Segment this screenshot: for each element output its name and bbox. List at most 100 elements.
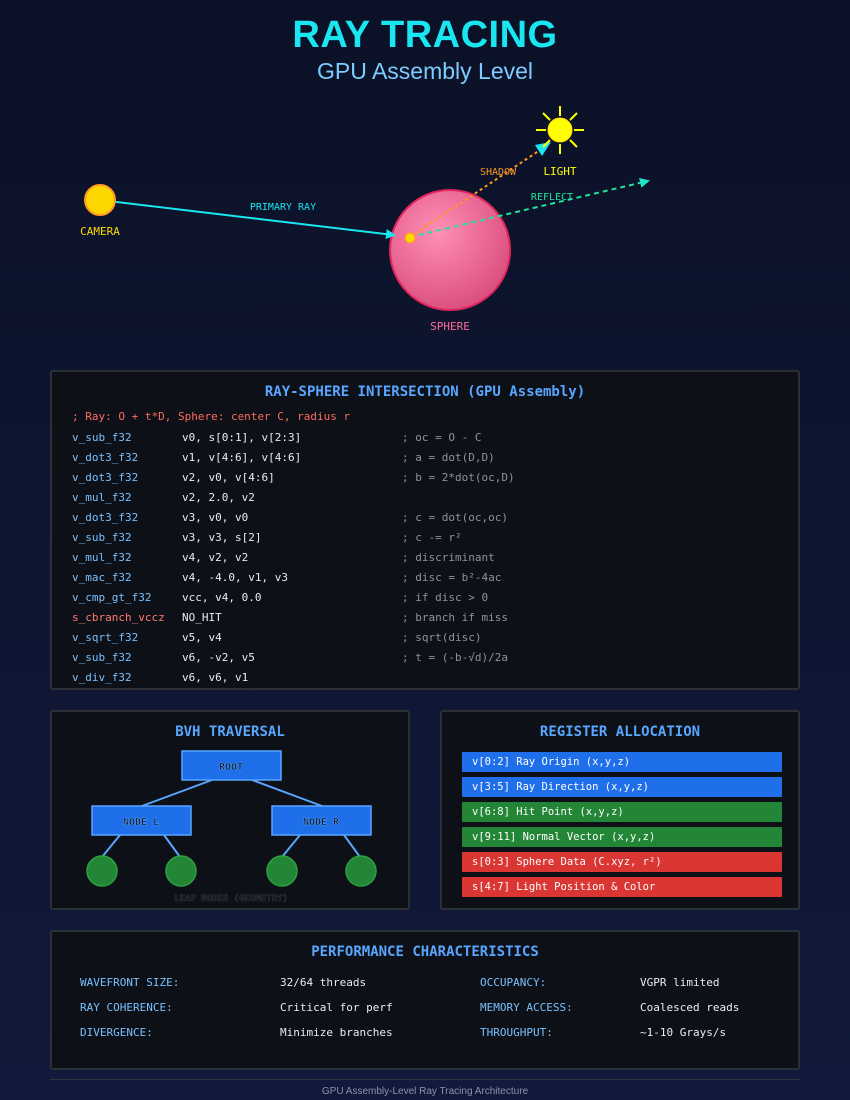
code-comment: ; oc = O - C: [402, 428, 481, 448]
intersection-title: RAY-SPHERE INTERSECTION (GPU Assembly): [52, 384, 798, 400]
register-entry: s[4:7] Light Position & Color: [462, 877, 782, 897]
code-operands: v3, v3, s[2]: [182, 528, 261, 548]
register-entry: v[3:5] Ray Direction (x,y,z): [462, 777, 782, 797]
code-opcode: v_dot3_f32: [72, 508, 138, 528]
code-line: v_dot3_f32 v3, v0, v0 ; c = dot(oc,oc): [72, 508, 812, 528]
perf-label: MEMORY ACCESS:: [480, 1001, 573, 1014]
perf-value: Minimize branches: [280, 1026, 393, 1039]
code-comment: ; discriminant: [402, 548, 495, 568]
sphere-shape: [390, 190, 510, 310]
code-comment: ; sqrt(disc): [402, 628, 481, 648]
bvh-leaf-node: [166, 856, 196, 886]
code-operands: NO_HIT: [182, 608, 222, 628]
camera-icon: [85, 185, 115, 215]
register-title: REGISTER ALLOCATION: [442, 724, 798, 740]
code-operands: v5, v4: [182, 628, 222, 648]
code-comment: ; b = 2*dot(oc,D): [402, 468, 515, 488]
code-operands: v3, v0, v0: [182, 508, 248, 528]
code-opcode: v_sqrt_f32: [72, 628, 138, 648]
performance-panel: PERFORMANCE CHARACTERISTICS WAVEFRONT SI…: [50, 930, 800, 1070]
code-operands: vcc, v4, 0.0: [182, 588, 261, 608]
reflect-ray-label: REFLECT: [531, 192, 573, 203]
register-entry: v[0:2] Ray Origin (x,y,z): [462, 752, 782, 772]
code-operands: v0, s[0:1], v[2:3]: [182, 428, 301, 448]
perf-label: RAY COHERENCE:: [80, 1001, 173, 1014]
code-opcode: v_sub_f32: [72, 528, 132, 548]
code-opcode: v_mac_f32: [72, 568, 132, 588]
code-line: v_mul_f32 v2, 2.0, v2: [72, 488, 812, 508]
primary-ray-line: [100, 200, 394, 235]
code-line: s_cbranch_vccz NO_HIT ; branch if miss: [72, 608, 812, 628]
ray-scene-diagram: SPHERE PRIMARY RAY SHADOW REFLECT CAMERA…: [0, 0, 850, 345]
footer-caption: GPU Assembly-Level Ray Tracing Architect…: [0, 1086, 850, 1097]
code-line: v_sub_f32 v3, v3, s[2] ; c -= r²: [72, 528, 812, 548]
performance-title: PERFORMANCE CHARACTERISTICS: [52, 944, 798, 960]
bvh-leaf-caption: LEAF NODES (GEOMETRY): [174, 894, 288, 904]
bvh-node-right-label: NODE R: [303, 817, 340, 828]
code-line: v_dot3_f32 v2, v0, v[4:6] ; b = 2*dot(oc,D…: [72, 468, 812, 488]
code-comment: ; t = (-b-√d)/2a: [402, 648, 508, 668]
code-operands: v4, v2, v2: [182, 548, 248, 568]
bvh-leaf-node: [346, 856, 376, 886]
code-header-comment: ; Ray: O + t*D, Sphere: center C, radius…: [72, 410, 350, 423]
code-line: v_sub_f32 v6, -v2, v5 ; t = (-b-√d)/2a: [72, 648, 812, 668]
code-line: v_sub_f32 v0, s[0:1], v[2:3] ; oc = O - C: [72, 428, 812, 448]
sphere-label: SPHERE: [430, 320, 470, 333]
code-comment: ; if disc > 0: [402, 588, 488, 608]
code-opcode: v_mul_f32: [72, 488, 132, 508]
bvh-node-left-label: NODE L: [123, 817, 159, 828]
perf-label: WAVEFRONT SIZE:: [80, 976, 179, 989]
footer-divider: [50, 1079, 800, 1080]
hit-point: [405, 233, 415, 243]
camera-label: CAMERA: [80, 225, 120, 238]
shadow-ray-label: SHADOW: [480, 167, 517, 178]
code-line: v_cmp_gt_f32 vcc, v4, 0.0 ; if disc > 0: [72, 588, 812, 608]
register-panel: REGISTER ALLOCATION v[0:2] Ray Origin (x…: [440, 710, 800, 910]
bvh-root-label: ROOT: [219, 762, 243, 773]
primary-ray-label: PRIMARY RAY: [250, 202, 316, 213]
code-opcode: v_sub_f32: [72, 428, 132, 448]
code-line: v_mac_f32 v4, -4.0, v1, v3 ; disc = b²-4ac: [72, 568, 812, 588]
code-opcode: s_cbranch_vccz: [72, 608, 165, 628]
bvh-panel: BVH TRAVERSAL ROOT NODE L NODE R LEAF NO…: [50, 710, 410, 910]
register-entry: v[9:11] Normal Vector (x,y,z): [462, 827, 782, 847]
register-entry: s[0:3] Sphere Data (C.xyz, r²): [462, 852, 782, 872]
perf-value: Critical for perf: [280, 1001, 393, 1014]
perf-value: Coalesced reads: [640, 1001, 739, 1014]
code-line: v_sqrt_f32 v5, v4 ; sqrt(disc): [72, 628, 812, 648]
perf-label: OCCUPANCY:: [480, 976, 546, 989]
code-operands: v4, -4.0, v1, v3: [182, 568, 288, 588]
bvh-leaf-node: [87, 856, 117, 886]
code-operands: v6, -v2, v5: [182, 648, 255, 668]
code-comment: ; disc = b²-4ac: [402, 568, 501, 588]
code-comment: ; a = dot(D,D): [402, 448, 495, 468]
code-comment: ; c -= r²: [402, 528, 462, 548]
light-label: LIGHT: [543, 165, 576, 178]
shadow-ray-arrowhead: [535, 142, 551, 156]
code-comment: ; c = dot(oc,oc): [402, 508, 508, 528]
bvh-tree: ROOT NODE L NODE R LEAF NODES (GEOMETRY): [52, 712, 408, 908]
code-comment: ; branch if miss: [402, 608, 508, 628]
code-operands: v1, v[4:6], v[4:6]: [182, 448, 301, 468]
code-opcode: v_dot3_f32: [72, 468, 138, 488]
code-opcode: v_dot3_f32: [72, 448, 138, 468]
code-operands: v2, v0, v[4:6]: [182, 468, 275, 488]
code-opcode: v_sub_f32: [72, 648, 132, 668]
code-operands: v6, v6, v1: [182, 668, 248, 688]
perf-label: THROUGHPUT:: [480, 1026, 553, 1039]
perf-label: DIVERGENCE:: [80, 1026, 153, 1039]
code-opcode: v_div_f32: [72, 668, 132, 688]
perf-value: ~1-10 Grays/s: [640, 1026, 726, 1039]
code-opcode: v_cmp_gt_f32: [72, 588, 151, 608]
intersection-panel: RAY-SPHERE INTERSECTION (GPU Assembly) ;…: [50, 370, 800, 690]
code-line: v_dot3_f32 v1, v[4:6], v[4:6] ; a = dot(D,…: [72, 448, 812, 468]
code-operands: v2, 2.0, v2: [182, 488, 255, 508]
bvh-leaf-node: [267, 856, 297, 886]
code-opcode: v_mul_f32: [72, 548, 132, 568]
perf-value: VGPR limited: [640, 976, 719, 989]
code-line: v_div_f32 v6, v6, v1: [72, 668, 812, 688]
light-source: [548, 118, 572, 142]
perf-value: 32/64 threads: [280, 976, 366, 989]
register-entry: v[6:8] Hit Point (x,y,z): [462, 802, 782, 822]
code-line: v_mul_f32 v4, v2, v2 ; discriminant: [72, 548, 812, 568]
